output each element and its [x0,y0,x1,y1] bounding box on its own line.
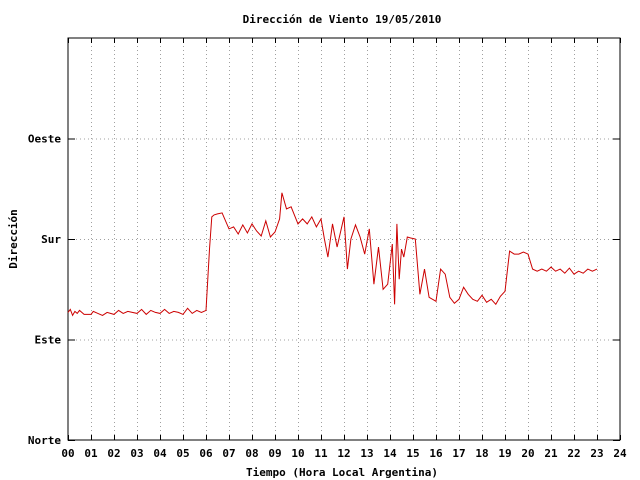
x-tick-label-11: 11 [314,447,328,460]
x-tick-label-01: 01 [84,447,98,460]
x-tick-label-14: 14 [383,447,397,460]
x-tick-label-07: 07 [222,447,235,460]
series-line-wind-direction [67,192,598,317]
x-tick-label-17: 17 [452,447,465,460]
x-tick-label-18: 18 [475,447,488,460]
x-tick-labels: 00 01 02 03 04 05 06 07 08 09 10 11 12 13 14 15 16 17 18 19… [61,447,627,460]
chart-title: Dirección de Viento 19/05/2010 [243,13,442,26]
x-tick-label-23: 23 [590,447,603,460]
y-tick-label-este: Este [35,334,62,347]
x-tick-label-02: 02 [107,447,120,460]
x-tick-label-20: 20 [521,447,534,460]
y-tick-label-oeste: Oeste [28,133,61,146]
y-tick-label-sur: Sur [41,233,61,246]
x-tick-label-04: 04 [153,447,167,460]
x-tick-label-13: 13 [360,447,373,460]
x-tick-label-10: 10 [291,447,304,460]
x-tick-label-19: 19 [498,447,511,460]
x-tick-label-00: 00 [61,447,74,460]
x-tick-label-06: 06 [199,447,213,460]
x-tick-label-16: 16 [429,447,443,460]
y-tick-label-norte: Norte [28,434,61,447]
axis-ticks [68,38,621,441]
grid-lines [68,38,620,440]
x-tick-label-08: 08 [245,447,258,460]
x-axis-label: Tiempo (Hora Local Argentina) [246,466,438,479]
x-tick-label-12: 12 [337,447,350,460]
x-tick-label-03: 03 [130,447,143,460]
x-tick-label-24: 24 [613,447,627,460]
x-tick-label-22: 22 [567,447,580,460]
x-tick-label-21: 21 [544,447,558,460]
x-tick-label-05: 05 [176,447,189,460]
y-tick-labels: Norte Este Sur Oeste [28,133,61,448]
x-tick-label-15: 15 [406,447,419,460]
x-tick-label-09: 09 [268,447,281,460]
y-axis-label: Dirección [7,209,20,269]
